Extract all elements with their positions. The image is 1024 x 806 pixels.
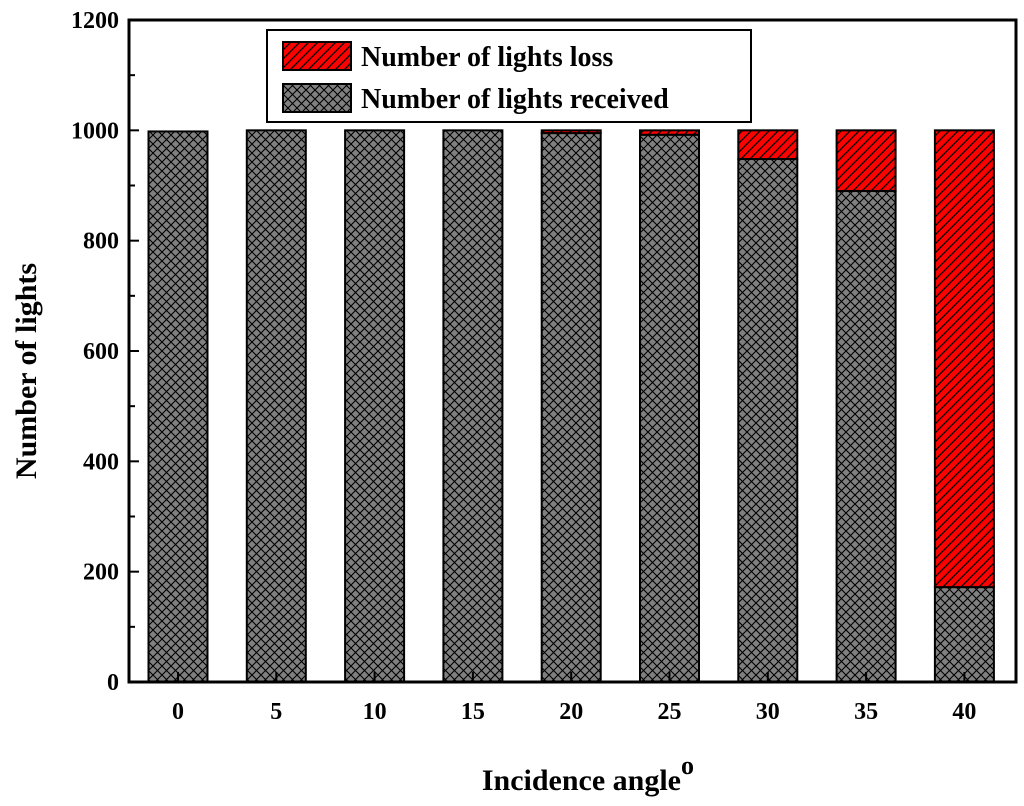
bar-received-25 [639,133,700,684]
bar-received-0 [147,130,209,684]
bar-received-5 [245,129,307,684]
legend-label-received: Number of lights received [361,84,669,115]
y-tick-label: 0 [107,670,119,696]
bars-group [147,129,995,684]
bar-received-35 [835,190,897,683]
y-tick-label: 400 [83,449,119,475]
bar-loss-20 [540,129,602,135]
x-tick-label: 20 [559,699,583,725]
x-tick-label: 10 [363,699,387,725]
x-tick-label: 25 [658,699,682,725]
y-tick-label: 600 [83,339,119,365]
y-axis: 0 200 400 600 800 1000 1200 [71,8,139,696]
x-axis: 0 5 10 15 20 25 30 35 40 [172,672,976,725]
bar-loss-40 [933,129,995,589]
bar-received-40 [933,586,995,684]
legend: Number of lights loss Number of lights re… [266,29,752,123]
x-tick-label: 15 [461,699,485,725]
y-axis-title: Number of lights [10,263,43,479]
bar-received-15 [442,129,504,684]
y-tick-label: 200 [83,560,119,586]
bar-loss-25 [639,129,700,136]
x-tick-label: 35 [854,699,878,725]
x-tick-label: 5 [270,699,282,725]
legend-swatch-received [282,83,352,113]
x-tick-label: 40 [952,699,976,725]
y-tick-label: 800 [83,229,119,255]
bar-received-20 [540,132,602,683]
x-tick-label: 30 [756,699,780,725]
y-tick-label: 1000 [71,118,119,144]
y-tick-label: 1200 [71,8,119,34]
bar-loss-35 [835,129,897,193]
legend-swatch-loss [282,41,352,71]
legend-label-loss: Number of lights loss [361,42,613,73]
bar-received-10 [344,129,406,684]
x-axis-title-superscript: o [681,751,694,780]
bar-received-30 [737,158,799,683]
x-axis-title: Incidence angle [482,764,681,797]
bar-loss-30 [737,129,799,161]
x-tick-label: 0 [172,699,184,725]
